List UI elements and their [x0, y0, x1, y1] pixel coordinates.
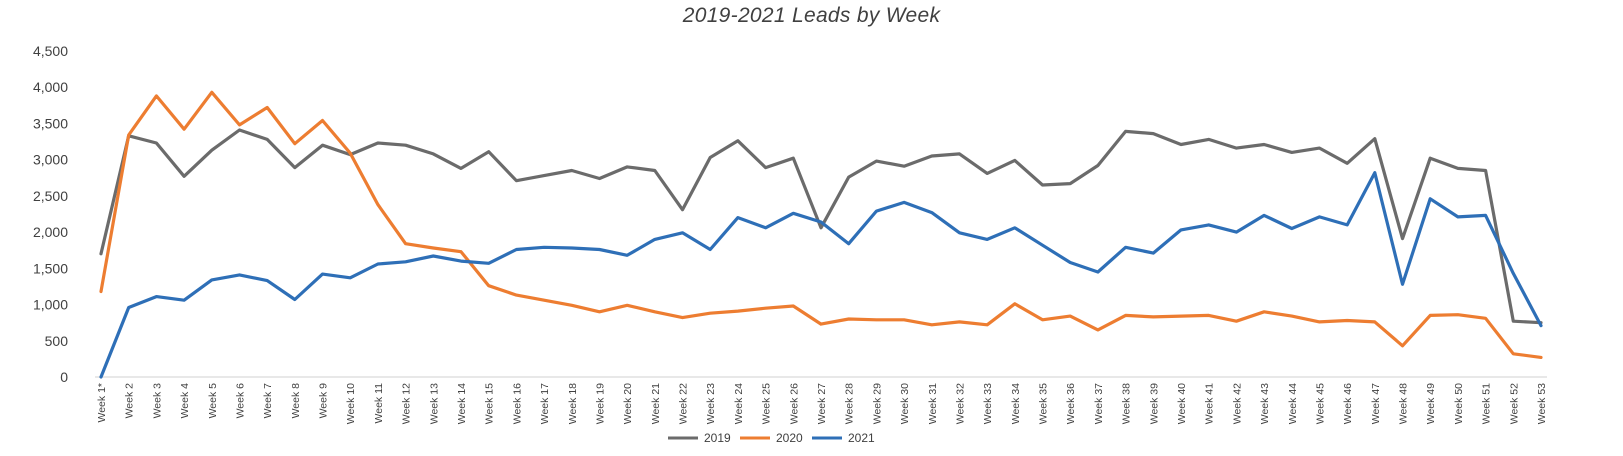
- x-tick-label: Week 53: [1536, 383, 1548, 424]
- x-tick-label: Week 4: [179, 383, 191, 419]
- y-tick-label: 0: [60, 369, 68, 385]
- x-tick-label: Week 23: [705, 383, 717, 424]
- x-tick-label: Week 17: [539, 383, 551, 424]
- x-tick-label: Week 28: [844, 383, 856, 424]
- y-tick-label: 1,500: [33, 260, 68, 276]
- x-tick-label: Week 42: [1231, 383, 1243, 424]
- x-tick-label: Week 45: [1314, 383, 1326, 424]
- y-tick-label: 4,000: [33, 79, 68, 95]
- series-line-2021: [99, 171, 1543, 379]
- y-tick-label: 3,500: [33, 115, 68, 131]
- y-tick-label: 1,000: [33, 297, 68, 313]
- x-tick-label: Week 34: [1010, 383, 1022, 424]
- x-tick-label: Week 2: [124, 383, 136, 419]
- y-axis-ticks: 0 500 1,000 1,500 2,000 2,500 3,000 3,500 4,000 4…: [33, 43, 68, 385]
- series-line-2020: [99, 90, 1543, 359]
- x-tick-label: Week 35: [1038, 383, 1050, 424]
- x-tick-label: Week 22: [678, 383, 690, 424]
- x-tick-label: Week 8: [290, 383, 302, 419]
- y-tick-label: 3,000: [33, 152, 68, 168]
- x-tick-label: Week 40: [1176, 383, 1188, 424]
- y-tick-label: 4,500: [33, 43, 68, 59]
- series-lines: [99, 90, 1543, 379]
- x-tick-label: Week 46: [1342, 383, 1354, 424]
- x-tick-label: Week 48: [1398, 383, 1410, 424]
- legend-label-2021: 2021: [848, 431, 875, 445]
- x-tick-label: Week 7: [262, 383, 274, 419]
- x-tick-label: Week 36: [1065, 383, 1077, 424]
- x-tick-label: Week 27: [816, 383, 828, 424]
- x-tick-label: Week 10: [345, 383, 357, 424]
- x-tick-label: Week 38: [1121, 383, 1133, 424]
- x-tick-label: Week 1*: [96, 383, 108, 423]
- x-tick-label: Week 31: [927, 383, 939, 424]
- x-tick-label: Week 24: [733, 383, 745, 424]
- y-tick-label: 2,000: [33, 224, 68, 240]
- chart-title: 2019-2021 Leads by Week: [682, 4, 941, 27]
- x-tick-label: Week 9: [318, 383, 330, 419]
- series-line-2019: [99, 128, 1543, 325]
- x-tick-label: Week 43: [1259, 383, 1271, 424]
- x-tick-label: Week 16: [511, 383, 523, 424]
- x-tick-label: Week 41: [1204, 383, 1216, 424]
- x-tick-label: Week 26: [788, 383, 800, 424]
- x-tick-label: Week 49: [1425, 383, 1437, 424]
- x-tick-label: Week 6: [234, 383, 246, 419]
- x-tick-label: Week 13: [428, 383, 440, 424]
- x-tick-label: Week 32: [954, 383, 966, 424]
- x-tick-label: Week 12: [401, 383, 413, 424]
- x-tick-label: Week 52: [1508, 383, 1520, 424]
- x-tick-label: Week 47: [1370, 383, 1382, 424]
- x-tick-label: Week 21: [650, 383, 662, 424]
- x-tick-label: Week 19: [594, 383, 606, 424]
- x-tick-label: Week 50: [1453, 383, 1465, 424]
- x-tick-label: Week 14: [456, 383, 468, 424]
- x-tick-label: Week 15: [484, 383, 496, 424]
- x-tick-label: Week 3: [151, 383, 163, 419]
- x-tick-label: Week 11: [373, 383, 385, 424]
- x-tick-label: Week 33: [982, 383, 994, 424]
- x-axis-ticks: Week 1* Week 2 Week 3 Week 4 Week 5 Week 6 Wee…: [96, 383, 1548, 424]
- x-tick-label: Week 39: [1148, 383, 1160, 424]
- x-tick-label: Week 30: [899, 383, 911, 424]
- x-tick-label: Week 18: [567, 383, 579, 424]
- x-tick-label: Week 25: [761, 383, 773, 424]
- y-tick-label: 2,500: [33, 188, 68, 204]
- y-tick-label: 500: [45, 333, 69, 349]
- legend-label-2019: 2019: [704, 431, 731, 445]
- x-tick-label: Week 51: [1481, 383, 1493, 424]
- legend: 2019 2020 2021: [668, 431, 875, 445]
- x-tick-label: Week 29: [871, 383, 883, 424]
- x-tick-label: Week 5: [207, 383, 219, 419]
- legend-label-2020: 2020: [776, 431, 803, 445]
- x-tick-label: Week 44: [1287, 383, 1299, 424]
- x-tick-label: Week 20: [622, 383, 634, 424]
- x-tick-label: Week 37: [1093, 383, 1105, 424]
